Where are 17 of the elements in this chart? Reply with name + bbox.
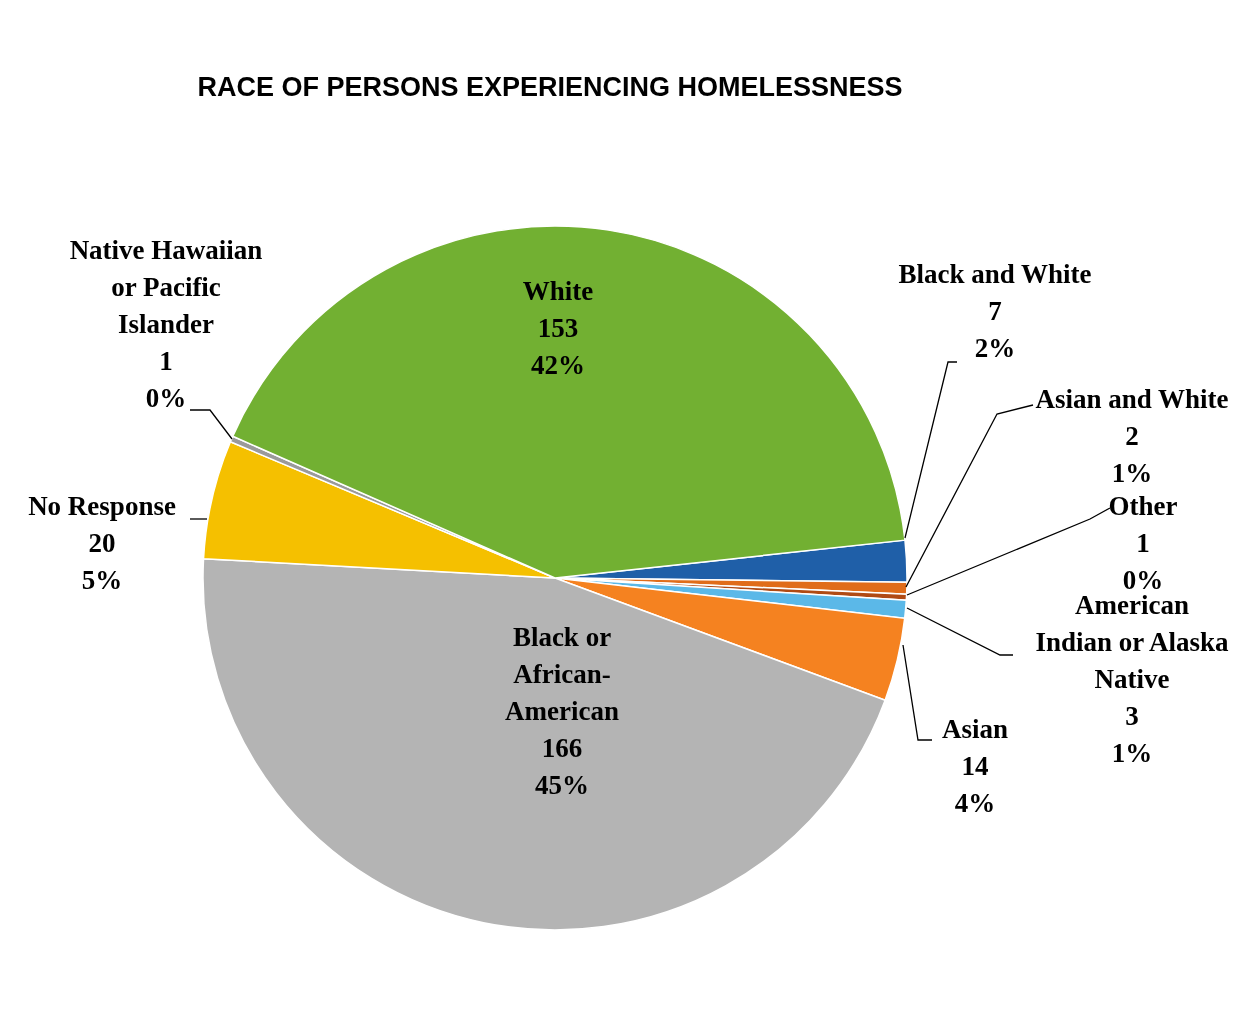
slice-label: Black and White bbox=[898, 259, 1092, 289]
slice-label: Asian and White bbox=[1035, 384, 1229, 414]
data-label: 1 0% bbox=[145, 346, 187, 413]
data-label: 20 5% bbox=[81, 528, 123, 595]
slice-label: Asian bbox=[941, 714, 1009, 744]
data-label: 3 1% bbox=[1111, 701, 1153, 768]
chart-title: RACE OF PERSONS EXPERIENCING HOMELESSNESS bbox=[197, 72, 903, 102]
slice-label: No Response bbox=[28, 491, 176, 521]
data-label: 166 45% bbox=[535, 733, 589, 800]
data-label: 153 42% bbox=[531, 313, 585, 380]
data-label: 14 4% bbox=[954, 751, 996, 818]
slice-label: Black or African-American bbox=[505, 622, 619, 726]
slice-label: Native Hawaiian or Pacific Islander bbox=[69, 235, 263, 339]
data-label: 7 2% bbox=[974, 296, 1016, 363]
data-label: 2 1% bbox=[1111, 421, 1153, 488]
slice-label: White bbox=[522, 276, 594, 306]
slice-label: Other bbox=[1108, 491, 1178, 521]
